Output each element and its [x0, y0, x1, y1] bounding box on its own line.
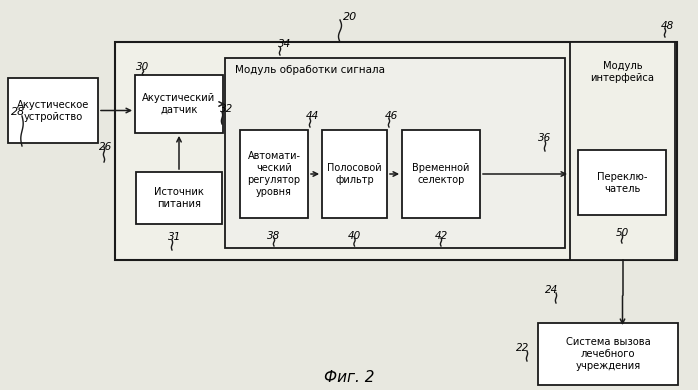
Text: 26: 26: [99, 142, 112, 152]
Text: Система вызова
лечебного
учреждения: Система вызова лечебного учреждения: [565, 337, 651, 371]
Text: 30: 30: [136, 62, 149, 72]
Text: 20: 20: [343, 12, 357, 22]
Bar: [322, 130, 387, 218]
Text: 44: 44: [306, 111, 318, 121]
Text: Акустическое
устройство: Акустическое устройство: [17, 99, 89, 122]
Bar: [578, 150, 666, 215]
Text: Полосовой
фильтр: Полосовой фильтр: [327, 163, 382, 185]
Text: Переклю-
чатель: Переклю- чатель: [597, 172, 647, 193]
Text: Временной
селектор: Временной селектор: [413, 163, 470, 185]
Text: 24: 24: [545, 285, 558, 295]
Bar: [135, 75, 223, 133]
Text: 50: 50: [616, 228, 629, 238]
Bar: [402, 130, 480, 218]
Text: 40: 40: [348, 231, 361, 241]
Text: 28: 28: [11, 107, 25, 117]
Bar: [115, 42, 677, 260]
Text: Источник
питания: Источник питания: [154, 187, 204, 209]
Text: Фиг. 2: Фиг. 2: [324, 370, 374, 385]
Text: 36: 36: [538, 133, 551, 143]
Bar: [136, 172, 222, 224]
Text: 38: 38: [267, 231, 281, 241]
Bar: [225, 58, 565, 248]
Text: 48: 48: [660, 21, 674, 31]
Text: Акустический
датчик: Акустический датчик: [142, 93, 216, 115]
Bar: [240, 130, 308, 218]
Bar: [570, 42, 675, 260]
Text: 22: 22: [517, 343, 530, 353]
Bar: [8, 78, 98, 143]
Text: 42: 42: [434, 231, 447, 241]
Bar: [538, 323, 678, 385]
Text: 34: 34: [279, 39, 292, 49]
Text: Автомати-
ческий
регулятор
уровня: Автомати- ческий регулятор уровня: [247, 151, 301, 197]
Text: 46: 46: [385, 111, 398, 121]
Text: Модуль обработки сигнала: Модуль обработки сигнала: [235, 65, 385, 75]
Text: 31: 31: [168, 232, 181, 242]
Text: 32: 32: [221, 104, 234, 114]
Text: Модуль
интерфейса: Модуль интерфейса: [591, 61, 655, 83]
